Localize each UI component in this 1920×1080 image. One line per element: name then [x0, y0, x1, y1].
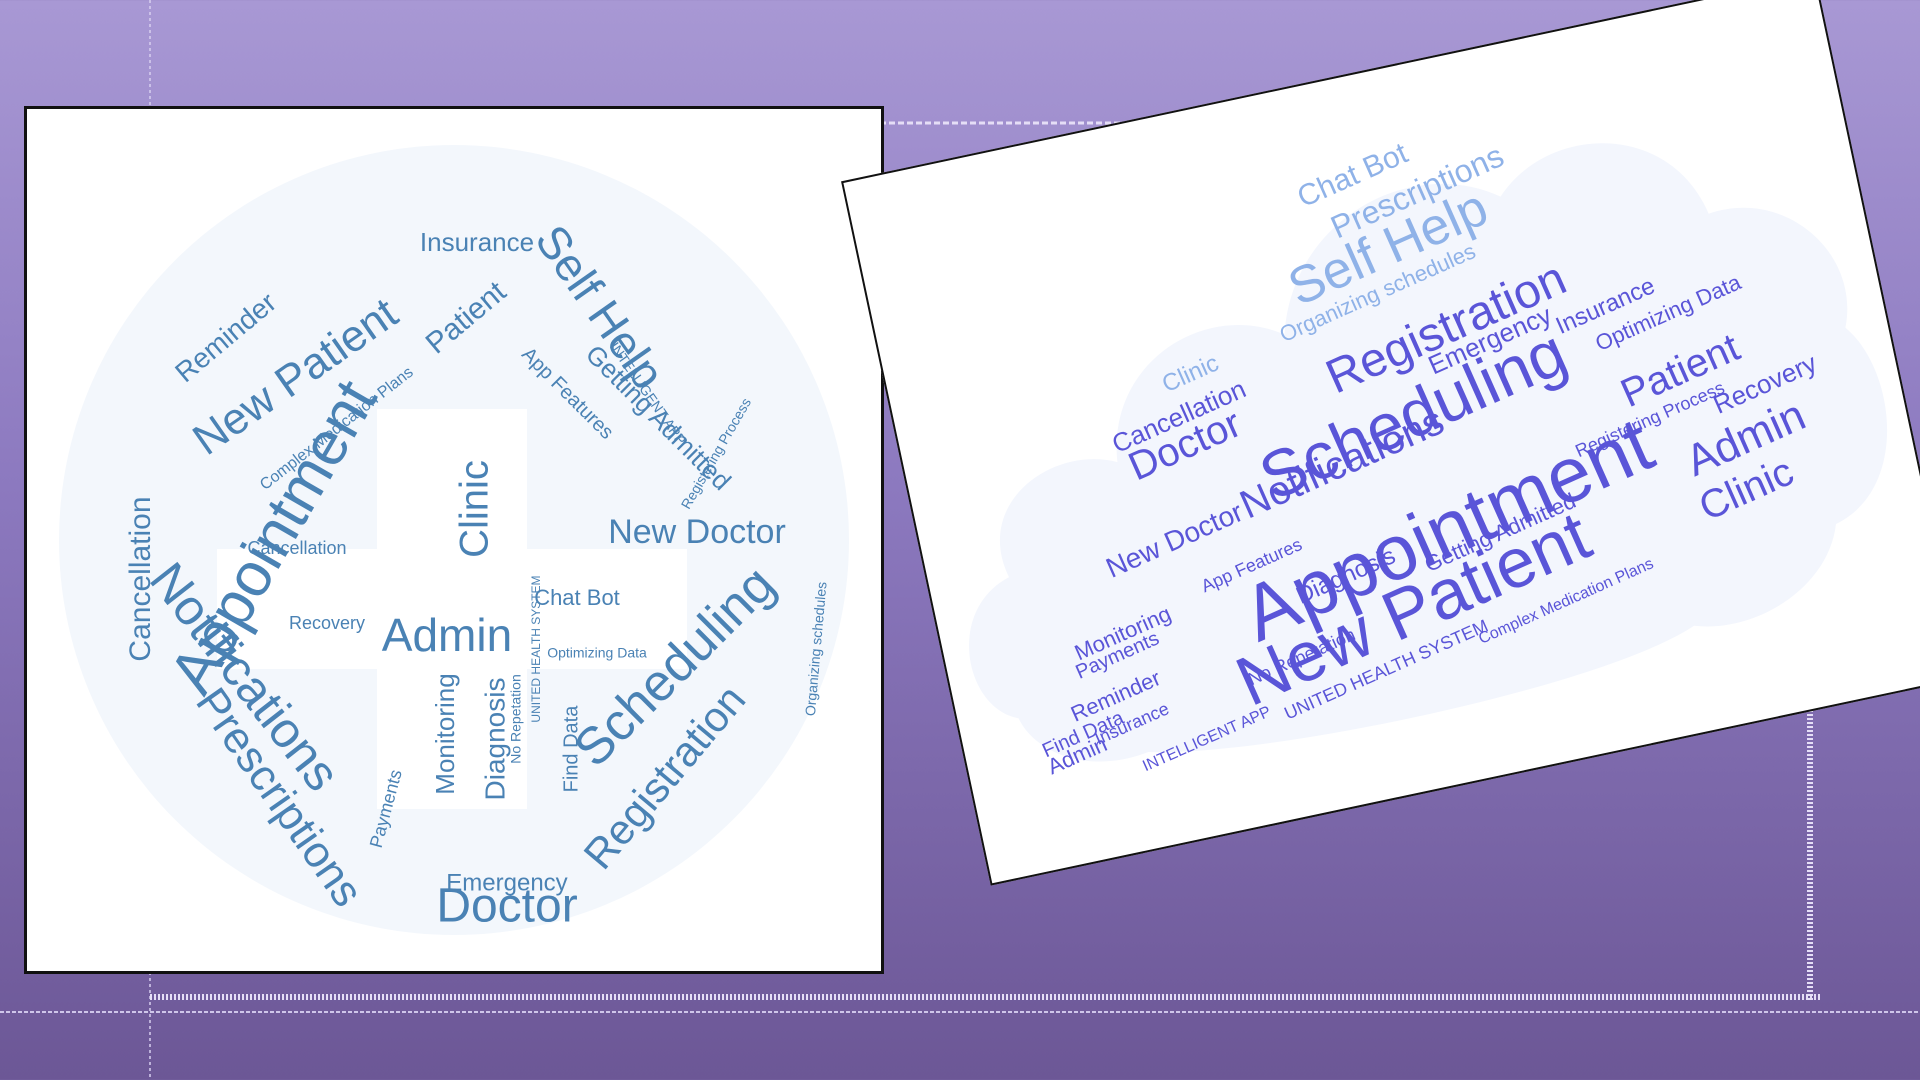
- circle-cloud-word: Cancellation: [124, 496, 157, 661]
- medical-cross-shape: [217, 409, 687, 809]
- circle-cloud-word: Diagnosis: [479, 678, 510, 801]
- cloud-word-cloud-card: Appointment Scheduling New Patient Registra…: [841, 0, 1920, 886]
- circle-cloud-word: Monitoring: [430, 673, 460, 794]
- circle-cloud-word: Admin: [382, 609, 512, 661]
- circle-cloud-word: Insurance: [420, 227, 534, 257]
- circle-cloud-word: Find Data: [560, 705, 582, 793]
- circle-cloud-word: Chat Bot: [534, 585, 620, 610]
- circle-cloud-word: UNITED HEALTH SYSTEM: [529, 575, 543, 722]
- circle-cloud-word: New Doctor: [608, 513, 786, 551]
- circle-cloud-word: Optimizing Data: [547, 645, 647, 661]
- circle-cloud-word: No Repetation: [508, 674, 524, 764]
- circle-cloud-word: Cancellation: [247, 538, 346, 558]
- circle-cloud-word: Doctor: [436, 880, 577, 933]
- cloud-shape-background: [969, 143, 1888, 762]
- circle-cloud-word: Emergency: [446, 869, 567, 896]
- circle-cloud-word: Recovery: [289, 613, 365, 633]
- circle-cloud-word: Clinic: [453, 460, 497, 558]
- circle-word-cloud-card: Appointment New Patient Notifications Presc…: [24, 106, 884, 1017]
